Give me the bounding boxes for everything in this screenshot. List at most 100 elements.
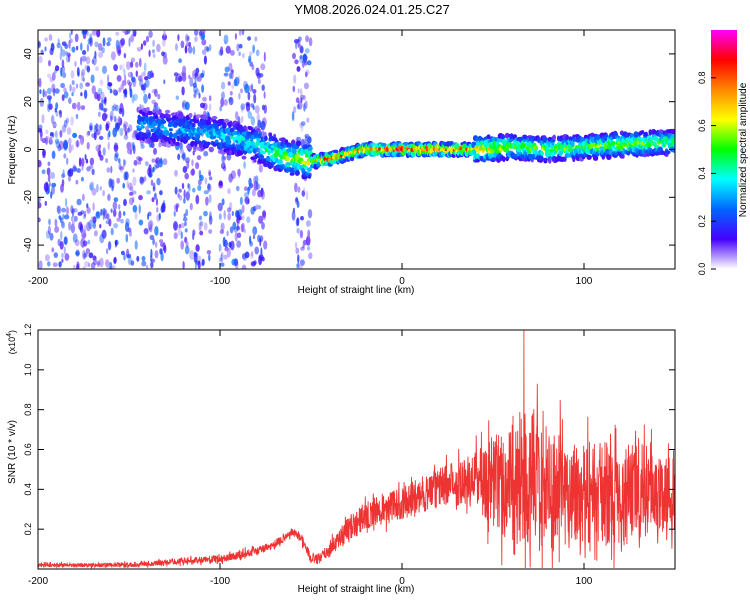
heatmap-ridge-cell (537, 137, 541, 144)
heatmap-noise-cell (222, 91, 225, 98)
y-tick-label: -20 (23, 190, 34, 205)
heatmap-noise-cell (102, 65, 107, 75)
heatmap-noise-cell (120, 250, 125, 256)
heatmap-noise-cell (63, 236, 68, 245)
y-tick-label: -40 (23, 237, 34, 252)
heatmap-noise-cell (61, 207, 67, 213)
heatmap-noise-cell (307, 209, 313, 219)
heatmap-noise-cell (80, 157, 85, 167)
heatmap-noise-cell (69, 38, 73, 43)
heatmap-noise-cell (65, 197, 68, 208)
heatmap-noise-cell (91, 168, 95, 175)
heatmap-noise-cell (61, 221, 65, 229)
heatmap-noise-cell (203, 222, 208, 231)
heatmap-noise-cell (295, 197, 299, 203)
heatmap-ridge-cell (633, 131, 639, 138)
heatmap-noise-cell (98, 111, 101, 117)
heatmap-noise-cell (71, 92, 74, 97)
heatmap-noise-cell (38, 128, 43, 133)
heatmap-noise-cell (304, 61, 308, 66)
heatmap-noise-cell (136, 255, 140, 262)
heatmap-noise-cell (85, 82, 90, 87)
heatmap-noise-cell (58, 215, 62, 220)
heatmap-ridge-cell (307, 167, 312, 172)
heatmap-noise-cell (252, 105, 255, 110)
heatmap-noise-cell (51, 72, 56, 81)
heatmap-noise-cell (260, 187, 264, 198)
heatmap-noise-cell (220, 81, 226, 90)
heatmap-noise-cell (48, 181, 51, 187)
heatmap-noise-cell (182, 217, 188, 222)
heatmap-noise-cell (66, 157, 69, 165)
heatmap-noise-cell (194, 72, 198, 77)
heatmap-noise-cell (225, 45, 231, 54)
heatmap-noise-cell (81, 165, 84, 171)
heatmap-noise-cell (305, 35, 310, 43)
colorbar-tick-label: 0.2 (697, 215, 707, 228)
heatmap-noise-cell (98, 150, 102, 158)
heatmap-noise-cell (143, 40, 147, 46)
heatmap-ridge-cell (349, 156, 355, 162)
heatmap-noise-cell (141, 255, 146, 262)
figure-title: YM08.2026.024.01.25.C27 (294, 2, 449, 17)
heatmap-noise-cell (70, 116, 74, 126)
heatmap-noise-cell (107, 74, 110, 84)
heatmap-noise-cell (158, 142, 162, 148)
heatmap-noise-cell (76, 140, 79, 148)
heatmap-noise-cell (228, 97, 233, 102)
heatmap-noise-cell (143, 62, 147, 72)
heatmap-noise-cell (219, 105, 222, 112)
heatmap-noise-cell (92, 216, 97, 224)
heatmap-noise-cell (68, 175, 71, 182)
heatmap-noise-cell (154, 88, 158, 97)
heatmap-ridge-cell (538, 155, 544, 161)
heatmap-noise-cell (297, 36, 302, 42)
heatmap-noise-cell (89, 157, 95, 166)
heatmap-noise-cell (173, 232, 178, 240)
heatmap-noise-cell (234, 33, 237, 40)
heatmap-noise-cell (194, 88, 200, 95)
heatmap-noise-cell (244, 83, 250, 94)
heatmap-noise-cell (184, 221, 187, 227)
heatmap-noise-cell (188, 41, 192, 48)
heatmap-noise-cell (123, 253, 126, 261)
heatmap-noise-cell (231, 211, 234, 216)
heatmap-noise-cell (135, 70, 138, 77)
heatmap-noise-cell (131, 76, 136, 83)
heatmap-ridge-cell (611, 145, 616, 150)
heatmap-noise-cell (55, 110, 59, 117)
heatmap-noise-cell (98, 135, 104, 140)
heatmap-ridge-cell (207, 120, 212, 126)
heatmap-noise-cell (303, 102, 306, 112)
heatmap-noise-cell (118, 49, 121, 55)
y-tick-label: 1.2 (23, 324, 33, 337)
heatmap-noise-cell (57, 238, 61, 246)
heatmap-noise-cell (194, 74, 197, 85)
heatmap-noise-cell (139, 79, 144, 88)
heatmap-noise-cell (47, 161, 51, 167)
heatmap-noise-cell (197, 260, 201, 269)
heatmap-noise-cell (110, 208, 113, 213)
heatmap-ridge-cell (256, 133, 262, 139)
heatmap-noise-cell (258, 255, 262, 266)
heatmap-noise-cell (186, 35, 190, 42)
heatmap-noise-cell (132, 196, 135, 203)
heatmap-noise-cell (208, 171, 212, 177)
heatmap-ridge-cell (211, 115, 218, 120)
heatmap-ridge-cell (306, 161, 311, 166)
heatmap-noise-cell (163, 79, 166, 84)
heatmap-ridge-cell (515, 142, 519, 146)
heatmap-noise-cell (100, 208, 103, 216)
heatmap-noise-cell (116, 177, 121, 184)
heatmap-noise-cell (151, 72, 155, 78)
heatmap-noise-cell (254, 246, 259, 255)
heatmap-noise-cell (89, 122, 93, 132)
heatmap-noise-cell (307, 229, 311, 239)
heatmap-noise-cell (194, 252, 198, 257)
heatmap-noise-cell (179, 148, 185, 154)
heatmap-noise-cell (62, 72, 67, 79)
heatmap-noise-cell (246, 216, 251, 224)
heatmap-noise-cell (252, 44, 256, 54)
heatmap-noise-cell (120, 218, 124, 224)
heatmap-ridge-cell (156, 135, 160, 140)
